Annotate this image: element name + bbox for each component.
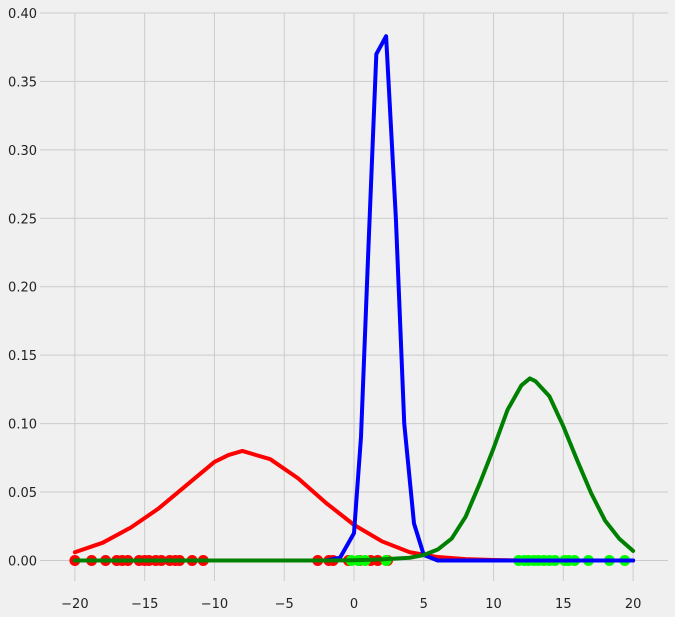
y-tick-label: 0.15: [8, 349, 37, 364]
x-tick-label: 20: [625, 597, 642, 612]
x-tick-label: 15: [555, 597, 572, 612]
y-tick-label: 0.00: [8, 554, 37, 569]
x-tick-label: −5: [275, 597, 294, 612]
y-tick-label: 0.30: [8, 144, 37, 159]
x-tick-label: 5: [420, 597, 428, 612]
series-line-2: [72, 34, 636, 563]
x-tick-label: −20: [61, 597, 88, 612]
y-tick-label: 0.20: [8, 281, 37, 296]
y-tick-label: 0.05: [8, 486, 37, 501]
series-line-3: [72, 376, 636, 563]
y-tick-label: 0.10: [8, 418, 37, 433]
y-tick-label: 0.25: [8, 212, 37, 227]
x-tick-label: 0: [350, 597, 358, 612]
x-tick-label: 10: [485, 597, 502, 612]
x-tick-label: −15: [131, 597, 158, 612]
y-tick-label: 0.40: [8, 7, 37, 22]
x-tick-label: −10: [201, 597, 228, 612]
y-tick-label: 0.35: [8, 75, 37, 90]
